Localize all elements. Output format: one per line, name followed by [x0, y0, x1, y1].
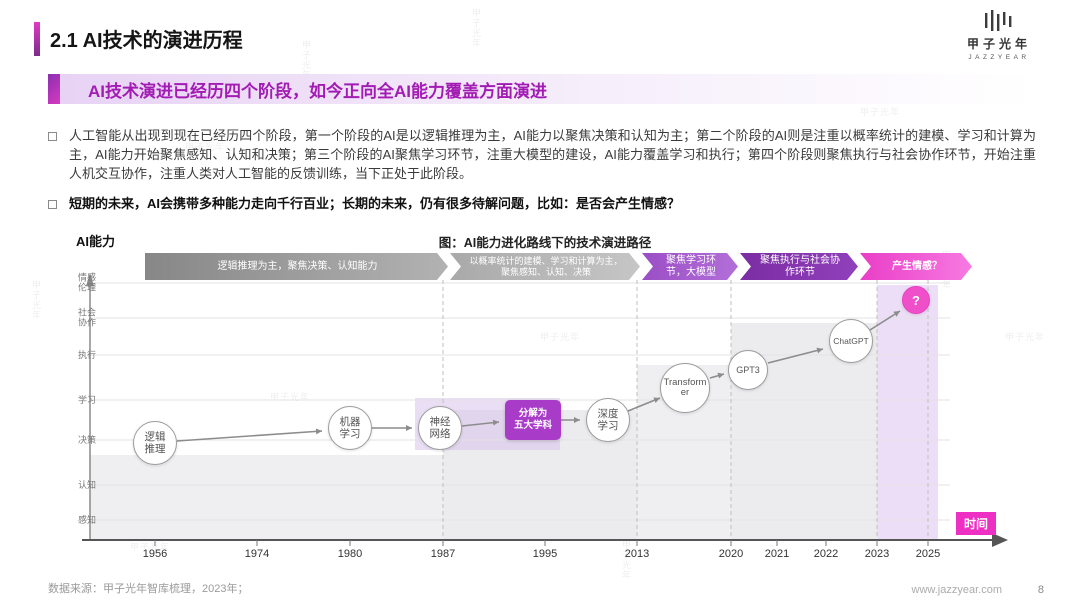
year-tick: 2022 [813, 548, 839, 560]
chart-title: 图：AI能力进化路线下的技术演进路径 [438, 236, 652, 250]
year-tick: 2023 [864, 548, 890, 560]
page-number: 8 [1037, 584, 1044, 596]
bullet-list: 人工智能从出现到现在已经历四个阶段，第一个阶段的AI是以逻辑推理为主，AI能力以… [48, 127, 1036, 224]
milestone-node: 深度学习 [586, 398, 630, 442]
subtitle-banner: AI技术演进已经历四个阶段，如今正向全AI能力覆盖方面演进 [48, 74, 1034, 104]
year-tick: 2020 [718, 548, 744, 560]
phase-arrow-1: 逻辑推理为主，聚焦决策、认知能力 [145, 253, 448, 280]
year-tick: 1956 [142, 548, 168, 560]
milestone-node: ChatGPT [829, 319, 873, 363]
title-accent-bar [34, 22, 40, 56]
row-label-emotion: 情感伦理 [78, 272, 97, 293]
milestone-label: 分解为 [518, 408, 548, 420]
milestone-node-question: ? [902, 286, 930, 314]
milestone-node: 逻辑推理 [133, 421, 177, 465]
subtitle-text: AI技术演进已经历四个阶段，如今正向全AI能力覆盖方面演进 [88, 81, 547, 101]
brand-name: 甲子光年 [966, 37, 1031, 51]
row-label-perception: 感知 [78, 514, 97, 525]
bullet-item: 短期的未来，AI会携带多种能力走向千行百业；长期的未来，仍有很多待解问题，比如：… [48, 195, 1036, 214]
milestone-label: 深度学习 [597, 407, 619, 432]
row-label-execute: 执行 [78, 349, 97, 360]
watermark: 甲子光年 [471, 8, 481, 48]
row-label-social: 社会协作 [78, 307, 97, 328]
milestone-label: Transformer [663, 376, 707, 398]
bullet-item: 人工智能从出现到现在已经历四个阶段，第一个阶段的AI是以逻辑推理为主，AI能力以… [48, 127, 1036, 184]
footer-website: www.jazzyear.com [911, 584, 1002, 596]
watermark: 甲子光年 [860, 107, 901, 117]
milestone-label: 神经网络 [429, 415, 451, 440]
phase-arrow-3: 聚焦学习环节，大模型 [642, 253, 738, 280]
milestone-node: 机器学习 [328, 406, 372, 450]
brand-sub-name: JAZZYEAR [968, 54, 1030, 61]
milestone-box: 分解为 五大学科 [505, 400, 561, 440]
row-label-cognition: 认知 [78, 479, 97, 490]
milestone-label: 逻辑推理 [144, 430, 166, 455]
year-tick: 1980 [337, 548, 363, 560]
year-tick: 1995 [532, 548, 558, 560]
page-title: 2.1 AI技术的演进历程 [50, 30, 243, 52]
row-label-learn: 学习 [78, 394, 97, 405]
y-axis-title: AI能力 [76, 234, 116, 249]
milestone-node: Transformer [660, 363, 710, 413]
year-tick: 1987 [430, 548, 456, 560]
milestone-node: GPT3 [728, 350, 768, 390]
year-tick: 2025 [915, 548, 941, 560]
phase-arrow-4: 聚焦执行与社会协作环节 [740, 253, 858, 280]
milestone-label: 五大学科 [513, 420, 552, 431]
milestone-label: 机器学习 [339, 415, 361, 440]
x-axis-label: 时间 [956, 512, 997, 535]
bullet-text: 短期的未来，AI会携带多种能力走向千行百业；长期的未来，仍有很多待解问题，比如：… [69, 195, 681, 211]
row-label-decide: 决策 [78, 434, 97, 445]
milestone-label: GPT3 [736, 365, 760, 375]
subtitle-accent-chip [48, 74, 60, 104]
phase-arrow-5: 产生情感？ [860, 253, 972, 280]
x-axis [82, 533, 1008, 547]
jazzyear-logo-icon [985, 10, 1012, 31]
brand-logo: 甲子光年 JAZZYEAR [954, 10, 1044, 61]
milestone-label: ? [912, 292, 920, 308]
year-tick: 2021 [764, 548, 790, 560]
year-tick: 1974 [244, 548, 270, 560]
bullet-square-icon [48, 132, 57, 141]
milestone-node: 神经网络 [418, 406, 462, 450]
bullet-text: 人工智能从出现到现在已经历四个阶段，第一个阶段的AI是以逻辑推理为主，AI能力以… [69, 128, 1036, 181]
bullet-square-icon [48, 199, 57, 209]
phase-arrow-2: 以概率统计的建模、学习和计算为主，聚焦感知、认知、决策 [450, 253, 640, 280]
footer-data-source: 数据来源：甲子光年智库梳理，2023年； [48, 583, 249, 595]
watermark: 甲子光年 [31, 280, 41, 320]
year-tick: 2013 [624, 548, 650, 560]
evolution-chart: AI能力 图：AI能力进化路线下的技术演进路径 [70, 226, 1020, 576]
milestone-label: ChatGPT [833, 336, 869, 346]
